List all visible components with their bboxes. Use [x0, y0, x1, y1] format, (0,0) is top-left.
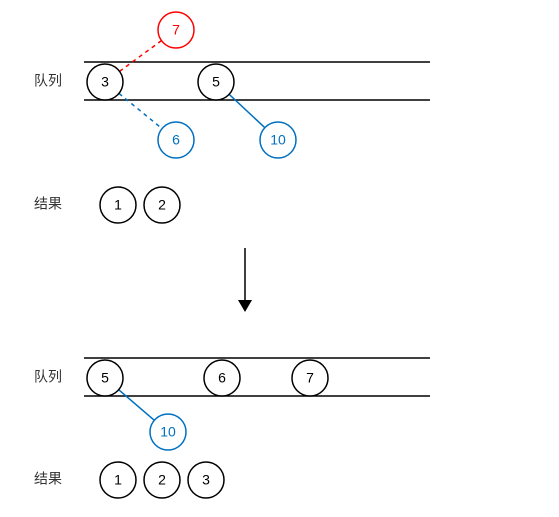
section-label: 结果: [34, 196, 62, 212]
node-value: 5: [212, 74, 220, 90]
node-value: 10: [270, 132, 286, 148]
node-value: 3: [101, 74, 109, 90]
node-value: 3: [202, 472, 210, 488]
node-value: 2: [158, 197, 166, 213]
node-value: 5: [101, 370, 109, 386]
edge-line: [120, 41, 162, 72]
transition-arrow-head: [238, 300, 252, 312]
section-label: 队列: [34, 73, 62, 89]
node-value: 10: [160, 424, 176, 440]
node-value: 1: [114, 472, 122, 488]
node-value: 2: [158, 472, 166, 488]
node-value: 7: [172, 22, 180, 38]
diagram-canvas: 队列 3 5 7 6 10 结果 1 2 队列 5 6 7 10 结果 1 2 3: [0, 0, 559, 517]
section-label: 队列: [34, 369, 62, 385]
edge-line: [119, 390, 155, 421]
node-value: 1: [114, 197, 122, 213]
node-value: 7: [306, 370, 314, 386]
edge-line: [119, 93, 162, 128]
node-value: 6: [172, 132, 180, 148]
section-label: 结果: [34, 471, 62, 487]
node-value: 6: [218, 370, 226, 386]
